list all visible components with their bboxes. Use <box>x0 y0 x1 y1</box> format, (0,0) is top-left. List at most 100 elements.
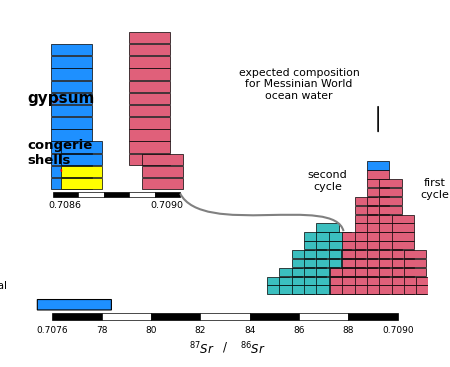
Bar <box>379 259 401 267</box>
Bar <box>142 154 183 165</box>
Bar <box>355 232 377 241</box>
Bar <box>51 93 92 104</box>
Bar <box>379 215 401 223</box>
Bar <box>416 277 439 285</box>
Bar <box>367 179 389 188</box>
Bar <box>78 192 104 197</box>
Bar <box>367 197 389 205</box>
Bar <box>151 313 200 320</box>
Bar <box>355 268 377 276</box>
Bar <box>367 259 389 267</box>
Bar <box>155 192 180 197</box>
Text: 0.7086: 0.7086 <box>49 201 82 210</box>
Text: 0.7090: 0.7090 <box>151 201 184 210</box>
Bar <box>379 286 401 294</box>
Bar <box>379 206 401 214</box>
Bar <box>392 277 414 285</box>
Bar <box>328 232 351 241</box>
Bar <box>304 268 326 276</box>
Bar <box>355 259 377 267</box>
Bar <box>129 68 170 80</box>
Bar <box>330 277 352 285</box>
Bar <box>142 178 183 189</box>
Bar <box>342 232 364 241</box>
Bar <box>51 80 92 92</box>
Bar <box>316 259 338 267</box>
Bar <box>316 241 338 250</box>
Bar <box>62 142 102 153</box>
Bar <box>328 286 351 294</box>
Bar <box>392 268 414 276</box>
Bar <box>355 206 377 214</box>
Bar <box>304 286 326 294</box>
Bar <box>142 166 183 177</box>
Bar <box>342 250 364 258</box>
Bar <box>129 80 170 92</box>
Bar <box>316 286 338 294</box>
Bar <box>129 32 170 43</box>
Text: second
cycle: second cycle <box>308 170 347 192</box>
Bar <box>342 277 364 285</box>
Bar <box>279 277 302 285</box>
Bar <box>129 154 170 165</box>
Bar <box>353 286 376 294</box>
Bar <box>292 277 314 285</box>
Text: 80: 80 <box>145 326 157 335</box>
Bar <box>379 250 401 258</box>
Bar <box>392 286 414 294</box>
Bar <box>304 250 326 258</box>
Bar <box>341 268 363 276</box>
Bar <box>51 166 92 177</box>
Text: 84: 84 <box>244 326 256 335</box>
Bar <box>62 154 102 165</box>
Bar <box>62 166 102 177</box>
Bar <box>366 277 388 285</box>
Bar <box>129 142 170 153</box>
Bar <box>404 259 426 267</box>
Text: 78: 78 <box>96 326 107 335</box>
Bar <box>367 232 389 241</box>
Bar <box>367 170 389 178</box>
Bar <box>304 277 326 285</box>
Bar <box>353 268 376 276</box>
Bar <box>392 250 414 258</box>
Bar <box>416 286 439 294</box>
Bar <box>51 68 92 80</box>
Bar <box>379 277 401 285</box>
Bar <box>328 277 351 285</box>
FancyBboxPatch shape <box>37 299 112 310</box>
Bar <box>267 286 289 294</box>
Bar <box>366 286 388 294</box>
Bar <box>53 192 78 197</box>
Bar <box>52 313 102 320</box>
Bar <box>379 179 401 188</box>
Bar <box>51 117 92 128</box>
Bar <box>355 286 377 294</box>
Text: 0.7076: 0.7076 <box>36 326 68 335</box>
Bar <box>355 224 377 232</box>
Bar <box>129 105 170 116</box>
Bar <box>330 286 352 294</box>
Bar <box>200 313 250 320</box>
Bar <box>367 161 389 170</box>
Bar <box>379 197 401 205</box>
Bar <box>104 192 129 197</box>
Bar <box>367 224 389 232</box>
Bar <box>342 259 364 267</box>
Bar <box>367 188 389 196</box>
Text: 86: 86 <box>293 326 305 335</box>
Bar <box>342 268 364 276</box>
Bar <box>379 188 401 196</box>
Bar <box>292 259 314 267</box>
Bar <box>316 224 338 232</box>
Bar <box>129 56 170 68</box>
Bar <box>367 286 389 294</box>
Bar <box>404 286 426 294</box>
Bar <box>379 232 401 241</box>
Text: congerie
shells: congerie shells <box>27 139 92 171</box>
Bar <box>367 241 389 250</box>
Bar <box>51 129 92 141</box>
Bar <box>404 250 426 258</box>
Bar <box>304 241 326 250</box>
Bar <box>304 232 326 241</box>
